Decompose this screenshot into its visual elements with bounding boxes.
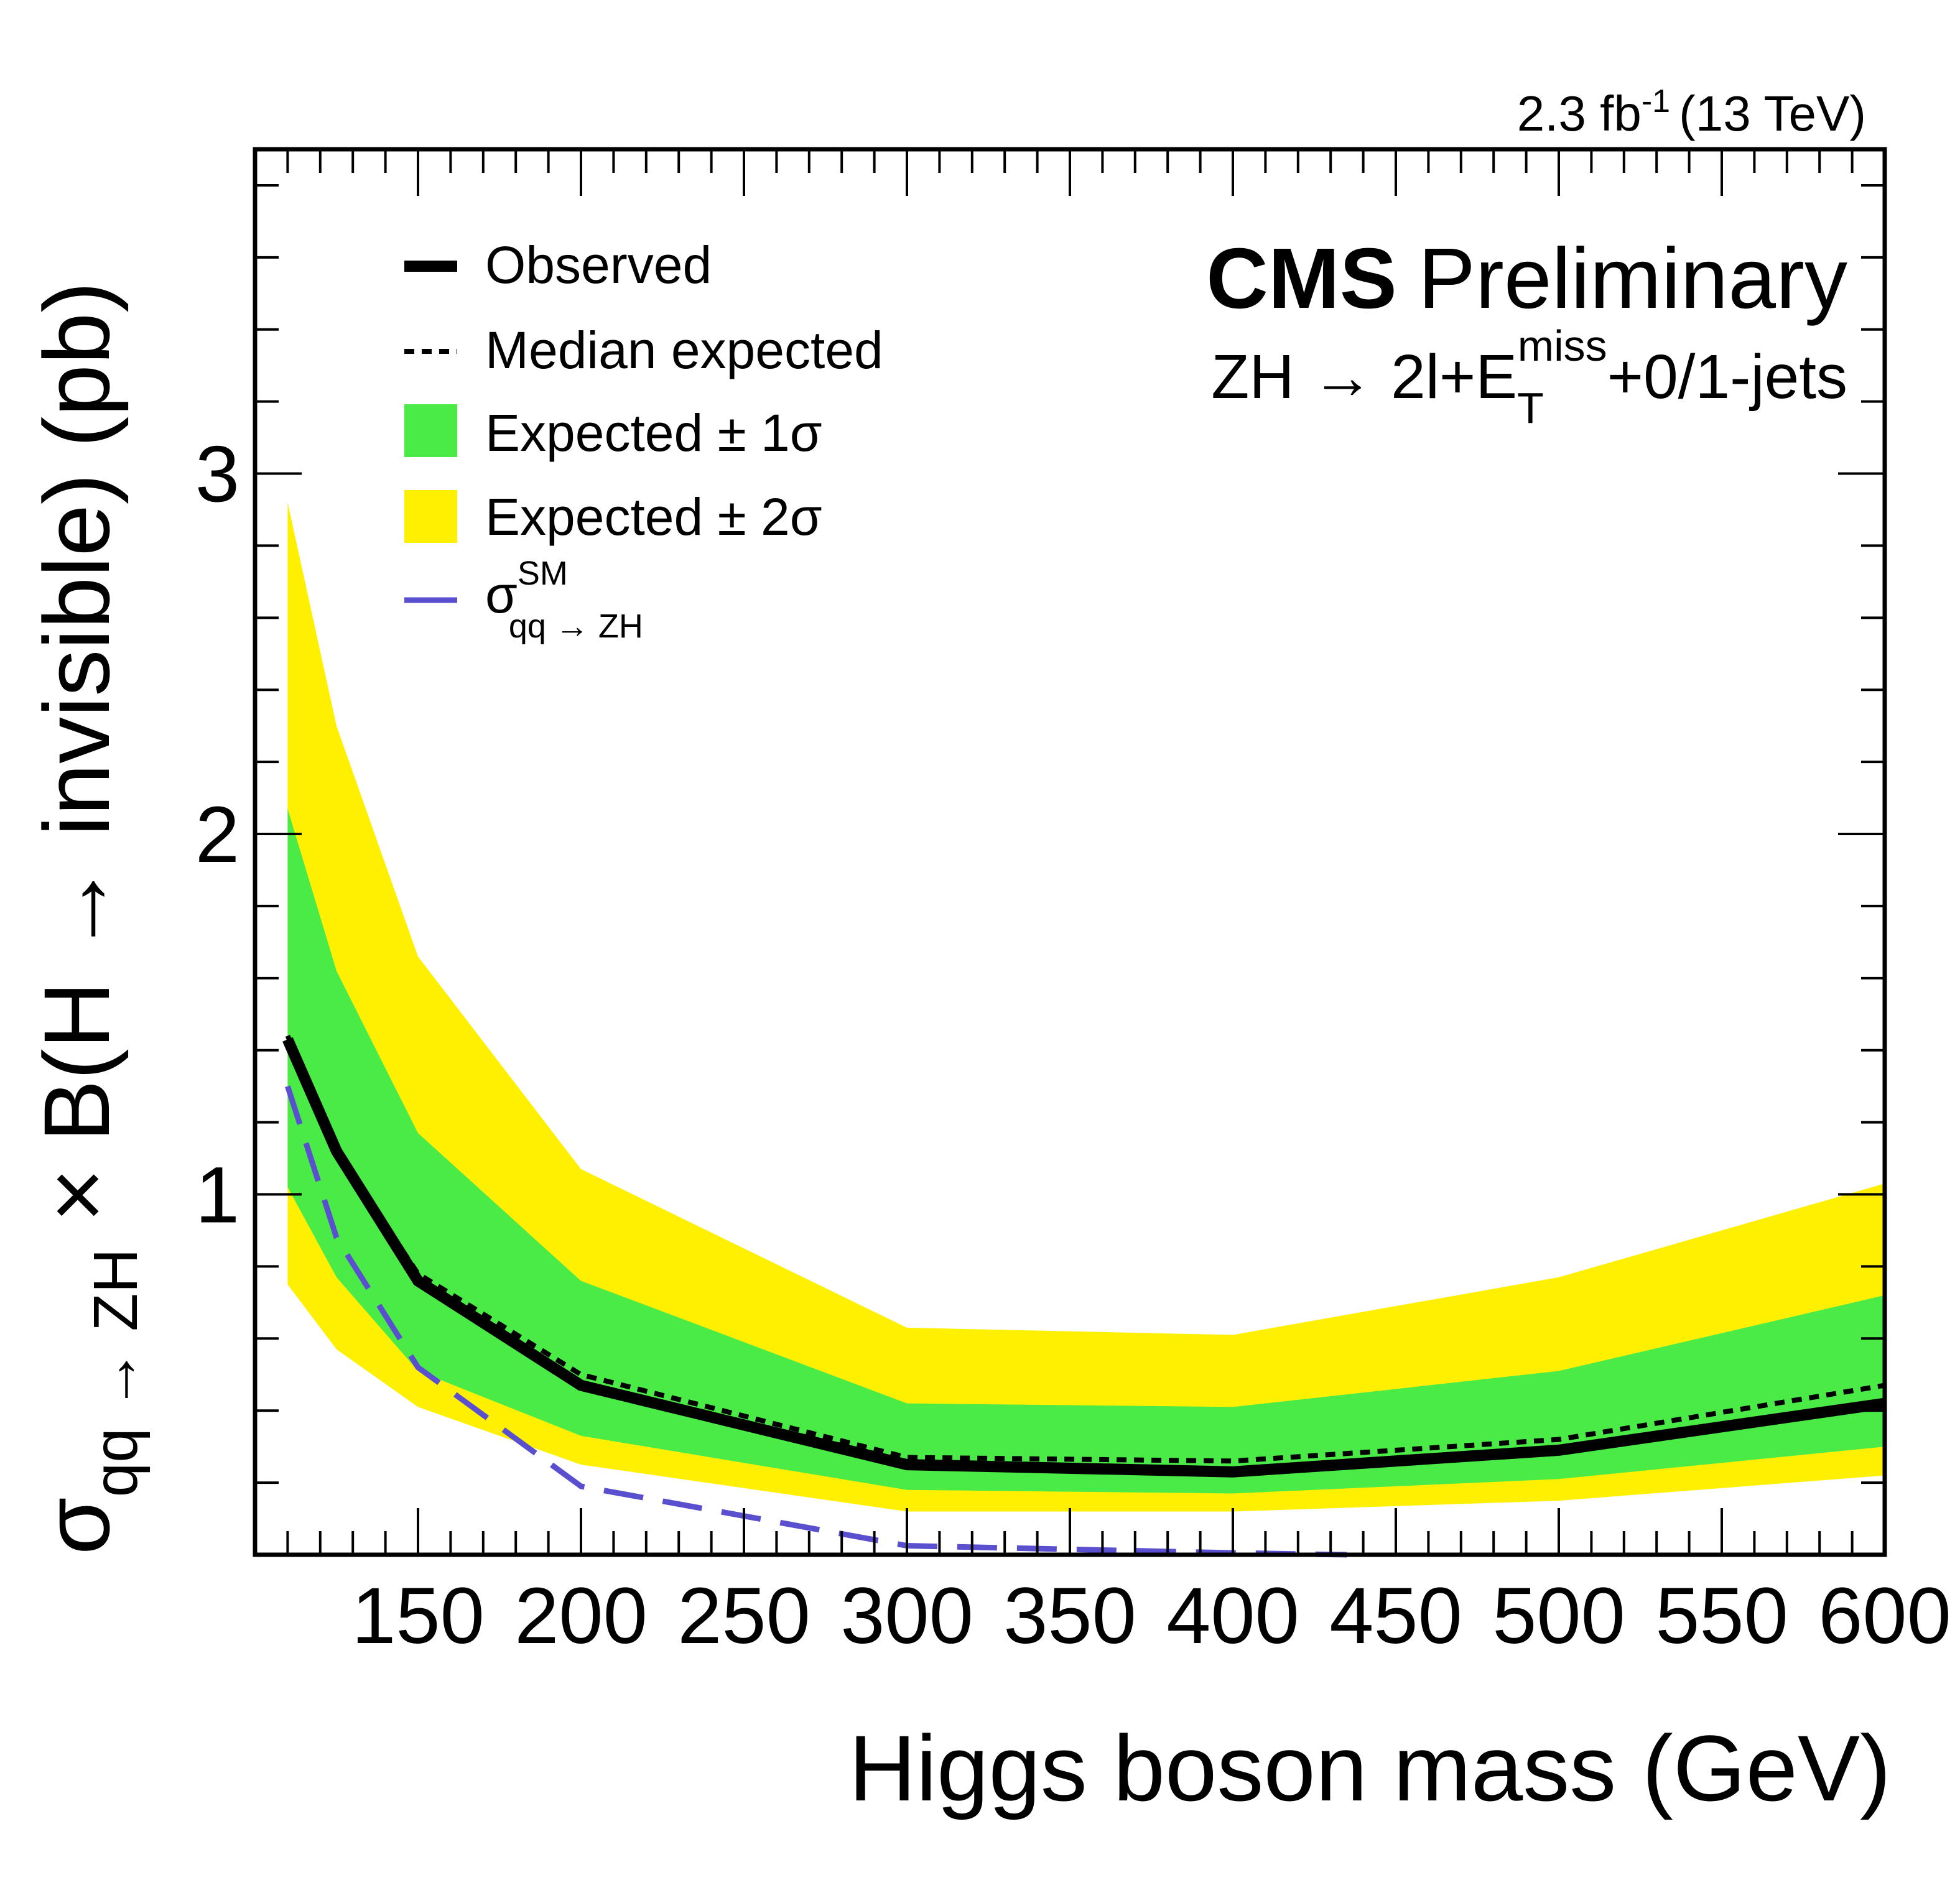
legend-label-observed: Observed	[485, 236, 712, 294]
legend-swatch-two-sigma	[404, 490, 457, 543]
x-tick-label: 150	[351, 1572, 485, 1660]
median-expected-line	[285, 1034, 1885, 1464]
process-label: ZH → 2l+ETmiss+0/1-jets	[1211, 322, 1847, 432]
legend-label-one-sigma: Expected ± 1σ	[485, 404, 822, 462]
legend-item-observed: Observed	[404, 236, 712, 294]
legend-swatch-one-sigma	[404, 404, 457, 457]
uncertainty-bands	[287, 502, 1885, 1512]
legend-label-sm: σSM qq → ZH	[485, 555, 643, 645]
legend-item-sm: σSM qq → ZH	[404, 555, 643, 645]
observed-line	[282, 1037, 1886, 1478]
experiment-label: CMS Preliminary	[1206, 231, 1847, 326]
x-axis-label: Higgs boson mass (GeV)	[848, 1716, 1891, 1820]
legend-item-two-sigma: Expected ± 2σ	[404, 488, 822, 546]
legend-label-two-sigma: Expected ± 2σ	[485, 488, 822, 546]
x-tick-label: 450	[1329, 1572, 1462, 1660]
x-tick-label: 550	[1655, 1572, 1788, 1660]
x-tick-label: 300	[840, 1572, 973, 1660]
x-tick-label: 500	[1492, 1572, 1625, 1660]
band-one-sigma	[287, 808, 1885, 1494]
x-tick-labels: 150 200 250 300 350 400 450 500 550 600	[351, 1572, 1951, 1660]
x-tick-label: 600	[1818, 1572, 1951, 1660]
x-tick-label: 250	[677, 1572, 810, 1660]
x-tick-label: 400	[1166, 1572, 1299, 1660]
y-axis-label: σqq → ZH × B(H → invisible) (pb)	[24, 282, 151, 1555]
legend-item-median: Median expected	[404, 321, 883, 379]
legend-item-one-sigma: Expected ± 1σ	[404, 404, 822, 462]
band-two-sigma	[287, 502, 1885, 1512]
legend-label-median: Median expected	[485, 321, 883, 379]
legend: Observed Median expected Expected ± 1σ E…	[404, 236, 883, 645]
luminosity-label: 2.3 fb-1 (13 TeV)	[1517, 83, 1866, 141]
y-tick-label: 3	[195, 430, 239, 519]
x-tick-label: 200	[514, 1572, 648, 1660]
axis-ticks	[255, 149, 1885, 1555]
y-tick-label: 2	[195, 790, 239, 879]
y-tick-labels: 1 2 3	[195, 430, 239, 1240]
y-tick-label: 1	[195, 1151, 239, 1240]
x-tick-label: 350	[1003, 1572, 1136, 1660]
